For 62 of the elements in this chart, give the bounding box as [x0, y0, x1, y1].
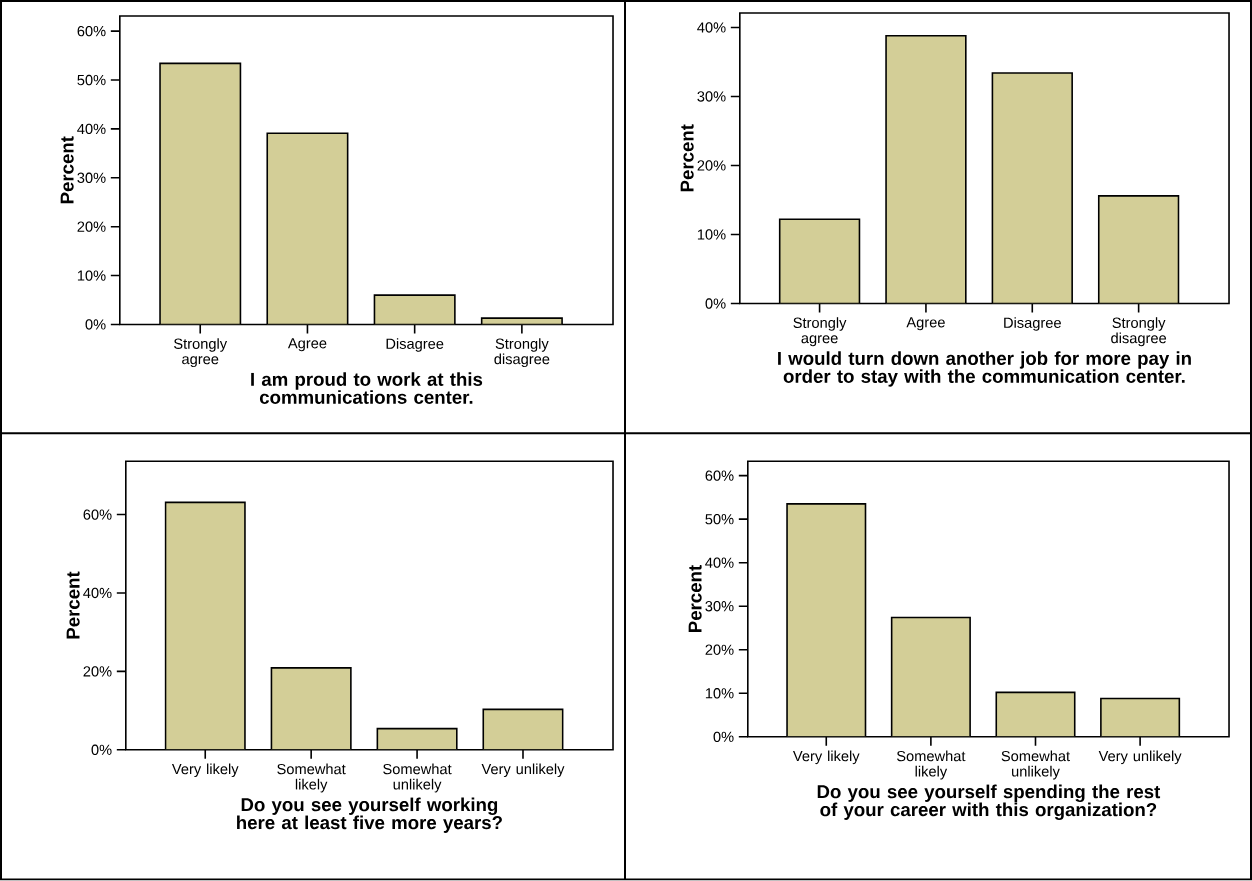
y-axis-title: Percent [680, 124, 694, 192]
y-tick-label: 60% [705, 470, 734, 482]
y-tick-label: 0% [91, 744, 112, 756]
x-tick-label: Very likely [792, 750, 860, 765]
x-tick-label: Disagree [386, 338, 444, 352]
y-tick-label: 20% [697, 160, 726, 171]
y-tick-label: 60% [83, 509, 112, 520]
y-axis-title: Percent [60, 136, 74, 204]
bar [165, 502, 245, 750]
y-tick-label: 40% [77, 123, 106, 135]
x-tick-label: Strongly disagree [1111, 317, 1167, 347]
bar [787, 504, 866, 738]
y-tick-label: 40% [83, 588, 112, 599]
bar [996, 692, 1075, 738]
y-tick-label: 10% [697, 229, 726, 240]
y-tick-label: 40% [705, 557, 734, 569]
y-tick-label: 60% [77, 26, 106, 37]
bar [374, 295, 455, 325]
x-tick-label: Very unlikely [481, 763, 565, 778]
bar [271, 668, 351, 750]
bar [1100, 697, 1181, 738]
y-axis-title: Percent [66, 571, 80, 639]
x-tick-label: Agree [906, 317, 945, 331]
bar [377, 728, 457, 750]
bar [267, 133, 348, 325]
x-tick-label: Disagree [1004, 317, 1061, 332]
bar [891, 617, 971, 738]
y-tick-label: 30% [77, 172, 106, 184]
y-tick-label: 50% [77, 75, 106, 86]
x-tick-label: Strongly agree [174, 338, 228, 368]
y-tick-label: 10% [705, 688, 734, 699]
y-tick-label: 20% [77, 221, 106, 233]
y-tick-label: 10% [77, 270, 106, 281]
x-tick-label: Strongly disagree [494, 338, 550, 368]
y-tick-label: 0% [85, 319, 106, 330]
y-tick-label: 0% [705, 298, 726, 309]
x-tick-label: Strongly agree [793, 317, 847, 347]
bar [160, 63, 241, 325]
x-axis-title: I would turn down another job for more pay in order to stay with the communication center. [778, 351, 1191, 387]
y-tick-label: 0% [713, 731, 734, 743]
x-tick-label: Somewhat unlikely [383, 763, 452, 793]
x-tick-label: Very likely [171, 763, 239, 778]
bar [992, 73, 1073, 304]
y-tick-label: 40% [697, 22, 726, 33]
x-tick-label: Somewhat likely [277, 763, 346, 793]
y-tick-label: 50% [705, 514, 734, 525]
bar [482, 708, 564, 750]
x-tick-label: Agree [287, 338, 327, 352]
y-tick-label: 20% [705, 644, 734, 656]
x-axis-title: Do you see yourself working here at least five more years? [237, 797, 502, 834]
y-axis-title: Percent [688, 565, 702, 633]
bar [779, 219, 860, 304]
x-axis-title: I am proud to work at this communications center. [251, 372, 483, 405]
x-axis-title: Do you see yourself spending the rest of your career with this organization? [817, 784, 1161, 821]
x-tick-label: Somewhat likely [896, 750, 966, 780]
bar [886, 35, 966, 304]
y-tick-label: 20% [83, 666, 112, 677]
y-tick-label: 30% [705, 601, 734, 612]
x-tick-label: Very unlikely [1098, 750, 1182, 765]
bar [1097, 195, 1180, 304]
x-tick-label: Somewhat unlikely [1001, 750, 1070, 780]
y-tick-label: 30% [697, 91, 726, 102]
